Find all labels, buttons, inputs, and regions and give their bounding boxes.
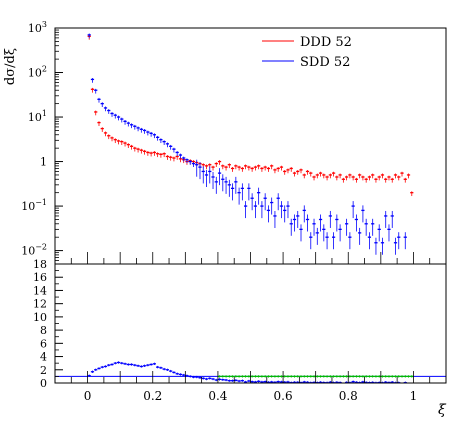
bottom-y-tick-label-0: 0: [40, 377, 47, 390]
top-y-tick-label-4: 102: [28, 65, 47, 80]
top-y-tick-label-5: 103: [28, 20, 47, 35]
bottom-plot-frame: [54, 263, 447, 384]
top-y-tick-exp-3: 1: [42, 109, 47, 118]
legend-label-ddd: DDD 52: [300, 35, 352, 50]
top-y-tick-label-2: 1: [40, 156, 47, 169]
bottom-y-tick-label-5: 10: [33, 311, 47, 324]
bottom-y-tick-label-1: 2: [40, 364, 47, 377]
bottom-y-tick-label-7: 14: [33, 284, 47, 297]
x-tick-label-2: 0.4: [208, 389, 227, 403]
top-y-tick-base-4: 10: [28, 67, 42, 80]
top-y-tick-base-0: 10: [21, 245, 35, 258]
top-y-tick-exp-5: 3: [42, 20, 47, 29]
legend: DDD 52 SDD 52: [262, 35, 352, 70]
bottom-y-tick-label-6: 12: [33, 298, 47, 311]
bottom-y-tick-label-4: 8: [40, 324, 47, 337]
x-tick-label-0: 0: [84, 389, 92, 403]
top-panel-marks: [87, 33, 414, 255]
legend-entry-sdd: SDD 52: [262, 55, 350, 70]
top-y-tick-label-0: 10−2: [21, 243, 47, 258]
top-y-tick-label-3: 101: [28, 109, 47, 124]
top-y-tick-base-1: 10: [21, 200, 35, 213]
x-tick-label-4: 0.8: [339, 389, 358, 403]
legend-entry-ddd: DDD 52: [262, 35, 352, 50]
top-y-tick-base-5: 10: [28, 22, 42, 35]
top-y-tick-label-1: 10−1: [21, 198, 47, 213]
bottom-y-tick-label-3: 6: [40, 337, 47, 350]
top-y-tick-base-3: 10: [28, 111, 42, 124]
bottom-y-tick-label-2: 4: [40, 351, 47, 364]
bottom-x-axis: 0 0.2 0.4 0.6 0.8 1: [54, 371, 447, 403]
top-y-tick-exp-1: −1: [35, 198, 47, 207]
top-y-axis-label: dσ/dξ: [3, 48, 18, 85]
x-tick-label-5: 1: [410, 389, 418, 403]
legend-label-sdd: SDD 52: [300, 55, 350, 70]
x-tick-label-1: 0.2: [143, 389, 162, 403]
bottom-y-tick-label-9: 18: [33, 258, 47, 271]
top-y-tick-exp-0: −2: [35, 243, 47, 252]
x-tick-label-3: 0.6: [274, 389, 293, 403]
bottom-y-tick-label-8: 16: [33, 271, 47, 284]
top-y-tick-exp-4: 2: [42, 65, 47, 74]
x-axis-label: ξ: [438, 402, 447, 418]
